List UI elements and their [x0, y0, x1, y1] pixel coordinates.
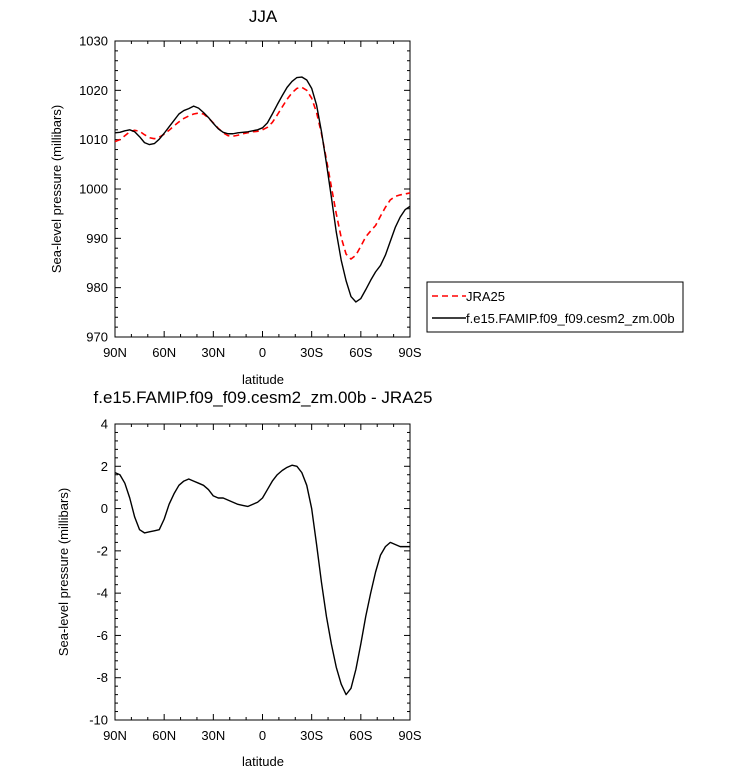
x-tick-label: 90N	[103, 345, 127, 360]
top-y-axis-label: Sea-level pressure (millibars)	[49, 105, 64, 273]
y-tick-label: 0	[101, 501, 108, 516]
x-tick-label: 30N	[201, 728, 225, 743]
x-tick-label: 30S	[300, 728, 323, 743]
bottom-chart-title: f.e15.FAMIP.f09_f09.cesm2_zm.00b - JRA25	[94, 388, 433, 407]
x-tick-label: 60S	[349, 345, 372, 360]
y-tick-label: -6	[96, 628, 108, 643]
y-tick-label: 1000	[79, 182, 108, 197]
x-tick-label: 30S	[300, 345, 323, 360]
x-tick-label: 60N	[152, 728, 176, 743]
y-tick-label: -2	[96, 543, 108, 558]
top-panel: JJA 970 980 990 1000 1010 1020 1030 90N 60N 30N 0…	[49, 7, 684, 387]
bottom-y-axis-label: Sea-level pressure (millibars)	[56, 488, 71, 656]
bottom-panel: f.e15.FAMIP.f09_f09.cesm2_zm.00b - JRA25…	[56, 388, 432, 769]
y-tick-label: 4	[101, 417, 108, 432]
top-chart-title: JJA	[249, 7, 278, 26]
series-line-difference	[114, 464, 410, 696]
top-y-axis: 970 980 990 1000 1010 1020 1030	[79, 34, 410, 345]
top-x-axis-label: latitude	[242, 372, 284, 387]
x-tick-label: 90S	[398, 345, 421, 360]
x-tick-label: 30N	[201, 345, 225, 360]
top-series-lines	[114, 76, 411, 303]
y-tick-label: 1010	[79, 132, 108, 147]
x-tick-label: 60N	[152, 345, 176, 360]
bottom-x-axis-label: latitude	[242, 754, 284, 769]
y-tick-label: -10	[89, 713, 108, 728]
y-tick-label: 1020	[79, 83, 108, 98]
x-tick-label: 60S	[349, 728, 372, 743]
y-tick-label: 980	[86, 280, 108, 295]
legend: JRA25 f.e15.FAMIP.f09_f09.cesm2_zm.00b	[426, 281, 684, 333]
top-plot-frame	[114, 40, 411, 338]
series-line-jra25	[114, 86, 411, 260]
x-tick-label: 0	[259, 728, 266, 743]
legend-label-model: f.e15.FAMIP.f09_f09.cesm2_zm.00b	[466, 311, 675, 326]
y-tick-label: -8	[96, 670, 108, 685]
y-tick-label: 1030	[79, 34, 108, 49]
bottom-plot-frame	[114, 423, 411, 721]
x-tick-label: 90N	[103, 728, 127, 743]
y-tick-label: 2	[101, 459, 108, 474]
y-tick-label: -4	[96, 586, 108, 601]
legend-label-jra25: JRA25	[466, 289, 505, 304]
y-tick-label: 970	[86, 330, 108, 345]
bottom-y-axis: -10 -8 -6 -4 -2 0 2 4	[89, 417, 410, 728]
bottom-x-axis: 90N 60N 30N 0 30S 60S 90S	[103, 424, 422, 743]
x-tick-label: 90S	[398, 728, 421, 743]
bottom-series-lines	[114, 464, 410, 696]
series-line-model	[114, 76, 411, 303]
y-tick-label: 990	[86, 231, 108, 246]
top-x-axis: 90N 60N 30N 0 30S 60S 90S	[103, 41, 422, 360]
x-tick-label: 0	[259, 345, 266, 360]
legend-box	[426, 281, 684, 333]
